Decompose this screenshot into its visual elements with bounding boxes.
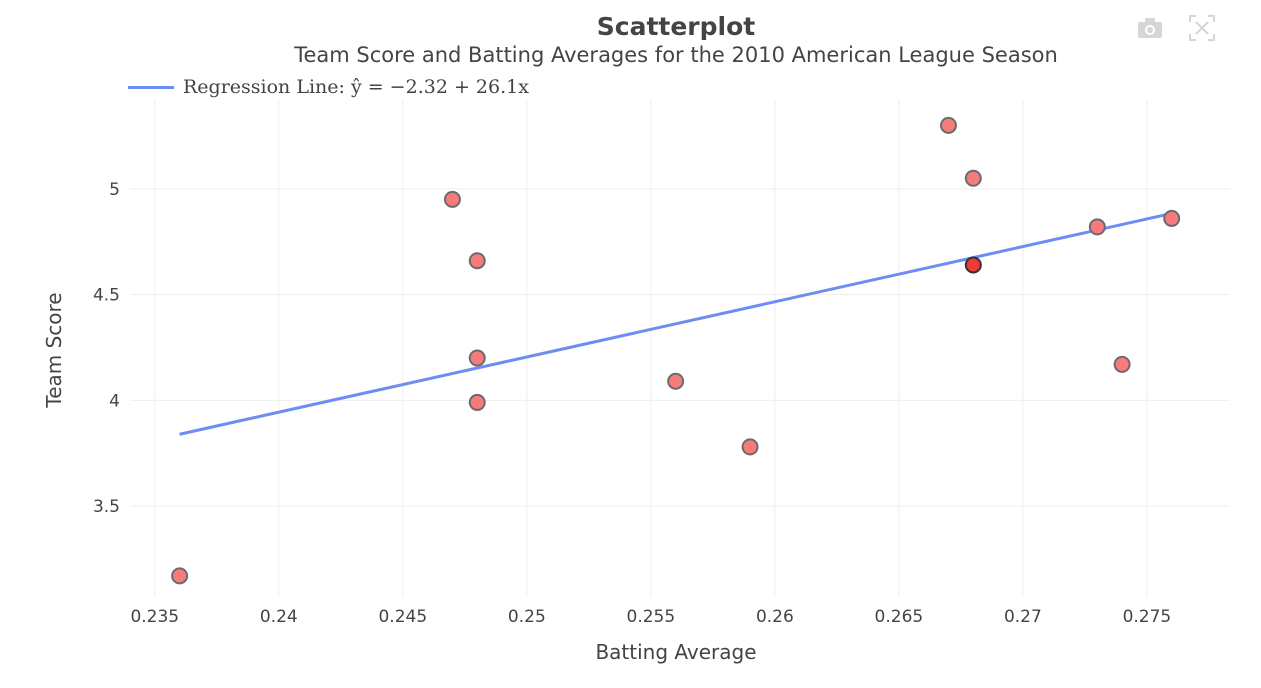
chart-subtitle: Team Score and Batting Averages for the … bbox=[294, 43, 1058, 67]
legend-item-regression[interactable]: Regression Line: ŷ = −2.32 + 26.1x bbox=[128, 76, 529, 98]
x-tick-label: 0.26 bbox=[756, 607, 794, 627]
x-tick-label: 0.245 bbox=[378, 607, 427, 627]
y-tick-label: 4.5 bbox=[93, 286, 120, 306]
x-axis-label: Batting Average bbox=[595, 640, 757, 664]
regression-line bbox=[179, 211, 1173, 436]
y-tick-label: 5 bbox=[109, 180, 120, 200]
data-point[interactable] bbox=[667, 372, 685, 390]
x-tick-label: 0.24 bbox=[260, 607, 298, 627]
x-tick-label: 0.275 bbox=[1123, 607, 1172, 627]
data-point-highlighted[interactable] bbox=[964, 256, 982, 274]
data-point[interactable] bbox=[741, 438, 759, 456]
x-tick-label: 0.27 bbox=[1004, 607, 1042, 627]
y-axis-label: Team Score bbox=[42, 292, 66, 408]
x-tick-label: 0.25 bbox=[508, 607, 546, 627]
data-point[interactable] bbox=[171, 567, 189, 585]
data-point[interactable] bbox=[1088, 218, 1106, 236]
data-point[interactable] bbox=[939, 116, 957, 134]
x-tick-label: 0.235 bbox=[130, 607, 179, 627]
modebar bbox=[1136, 14, 1216, 42]
data-point[interactable] bbox=[964, 169, 982, 187]
data-point[interactable] bbox=[468, 393, 486, 411]
data-point[interactable] bbox=[1163, 209, 1181, 227]
legend-line-swatch bbox=[128, 85, 174, 89]
x-tick-label: 0.255 bbox=[627, 607, 676, 627]
data-point[interactable] bbox=[468, 252, 486, 270]
y-tick-label: 4 bbox=[109, 391, 120, 411]
data-point[interactable] bbox=[443, 190, 461, 208]
autoscale-icon[interactable] bbox=[1188, 14, 1216, 42]
y-tick-label: 3.5 bbox=[93, 497, 120, 517]
data-point[interactable] bbox=[1113, 355, 1131, 373]
data-point[interactable] bbox=[468, 349, 486, 367]
x-tick-label: 0.265 bbox=[875, 607, 924, 627]
legend-label: Regression Line: ŷ = −2.32 + 26.1x bbox=[183, 76, 529, 98]
chart-title: Scatterplot bbox=[596, 12, 756, 41]
camera-icon[interactable] bbox=[1136, 14, 1164, 42]
